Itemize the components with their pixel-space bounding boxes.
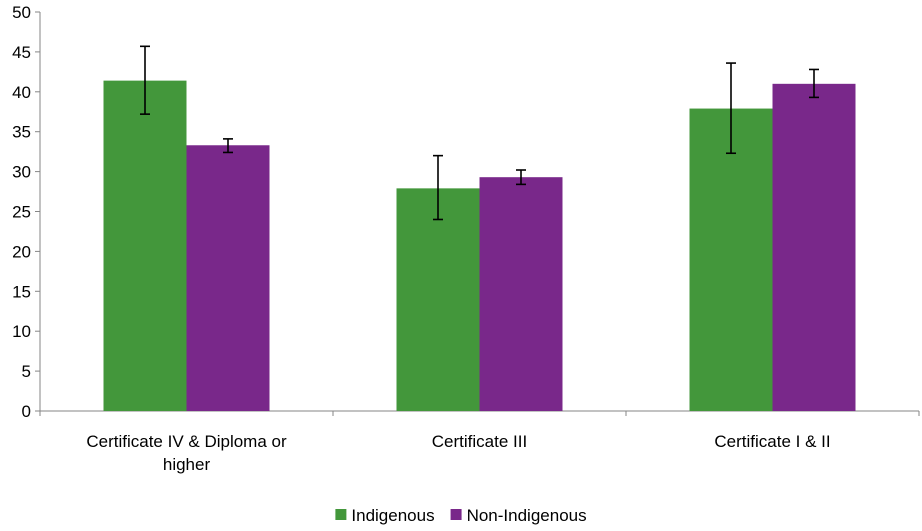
category-label: Certificate I & II bbox=[714, 432, 830, 451]
y-tick-label: 25 bbox=[12, 203, 31, 222]
y-tick-label: 10 bbox=[12, 322, 31, 341]
y-tick-labels: 0 5 10 15 20 25 30 35 40 45 50 bbox=[12, 3, 31, 421]
y-tick-label: 35 bbox=[12, 123, 31, 142]
category-labels: Certificate IV & Diploma or higher Certifi… bbox=[86, 432, 830, 474]
y-tick-label: 0 bbox=[22, 402, 31, 421]
y-tick-label: 5 bbox=[22, 362, 31, 381]
error-bars bbox=[140, 45, 819, 221]
y-tick-label: 30 bbox=[12, 163, 31, 182]
category-label: higher bbox=[163, 455, 211, 474]
bar-non-indigenous-0 bbox=[186, 145, 270, 412]
category-label: Certificate III bbox=[432, 432, 527, 451]
legend-label-non-indigenous: Non-Indigenous bbox=[467, 506, 587, 525]
legend: Indigenous Non-Indigenous bbox=[335, 506, 587, 525]
bar-indigenous-2 bbox=[689, 108, 773, 412]
bar-non-indigenous-1 bbox=[479, 177, 563, 411]
y-tick-label: 50 bbox=[12, 3, 31, 22]
y-tick-label: 15 bbox=[12, 282, 31, 301]
legend-label-indigenous: Indigenous bbox=[351, 506, 434, 525]
y-tick-label: 45 bbox=[12, 43, 31, 62]
y-tick-label: 20 bbox=[12, 242, 31, 261]
bar-non-indigenous-2 bbox=[772, 83, 856, 411]
bar-indigenous-0 bbox=[103, 80, 187, 412]
bars bbox=[103, 80, 856, 412]
category-label: Certificate IV & Diploma or bbox=[86, 432, 287, 451]
legend-swatch-indigenous bbox=[335, 509, 347, 520]
y-tick-label: 40 bbox=[12, 83, 31, 102]
bar-indigenous-1 bbox=[396, 188, 480, 411]
legend-swatch-non-indigenous bbox=[450, 509, 462, 520]
